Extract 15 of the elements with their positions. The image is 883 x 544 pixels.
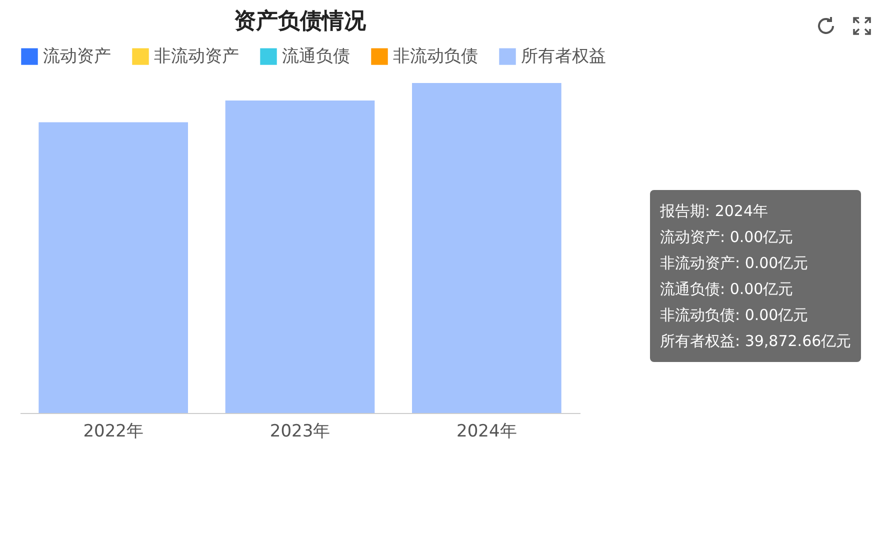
legend-label: 非流动资产 <box>154 46 239 67</box>
text: 非流动资产: 0.00亿元 <box>660 253 810 274</box>
legend-label: 非流动负债 <box>393 46 478 67</box>
text: 报告期: 2024年 <box>660 201 769 222</box>
chart-title: 资产负债情况 <box>234 8 367 34</box>
x-tick-label: 2022年 <box>83 422 144 442</box>
text: 所有者权益: 39,872.66亿元 <box>660 331 852 352</box>
legend-label: 流通负债 <box>282 46 350 67</box>
text: 流动资产: 0.00亿元 <box>660 227 794 248</box>
x-tick-label: 2023年 <box>270 422 330 442</box>
legend-label: 流动资产 <box>43 46 111 67</box>
text: 流通负债: 0.00亿元 <box>660 279 794 300</box>
legend-label: 所有者权益 <box>521 46 606 67</box>
text: 非流动负债: 0.00亿元 <box>660 305 810 326</box>
x-tick-label: 2024年 <box>456 422 517 442</box>
